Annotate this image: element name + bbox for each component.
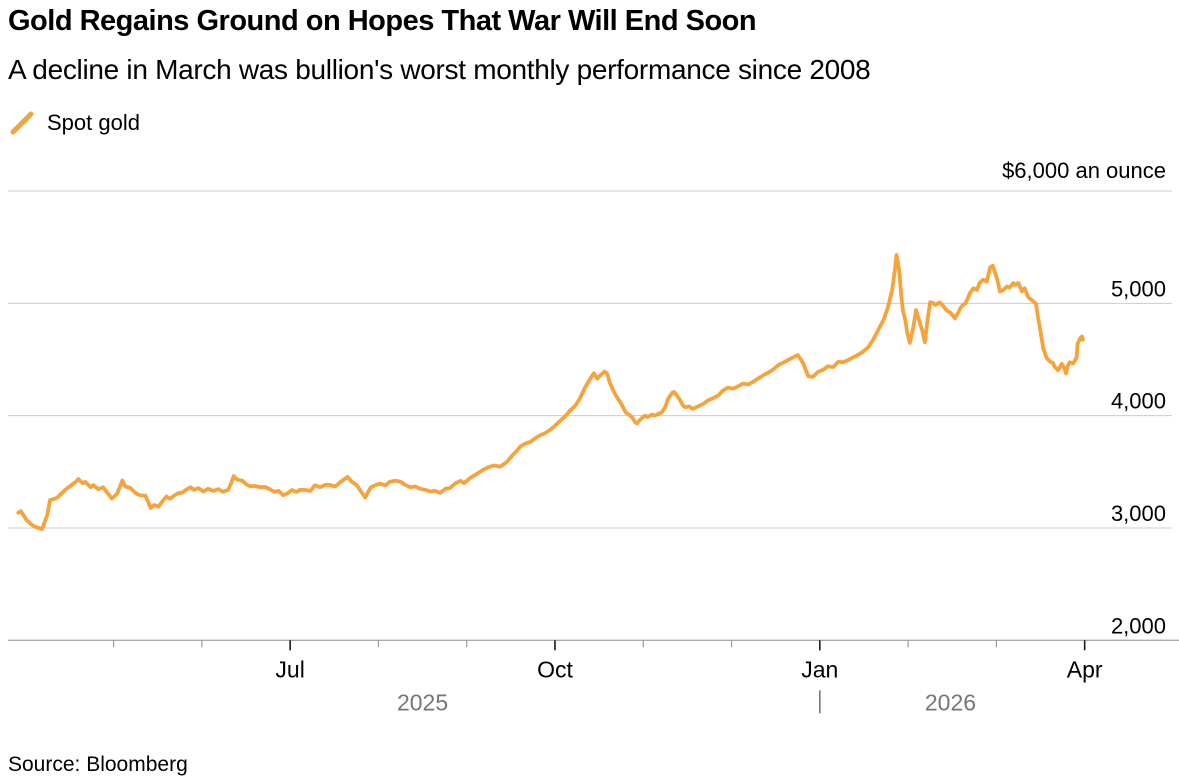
legend-label: Spot gold (47, 110, 140, 135)
y-axis-label-6000: $6,000 an ounce (1002, 158, 1166, 183)
page-title: Gold Regains Ground on Hopes That War Wi… (8, 5, 757, 37)
y-axis-label-5000: 5,000 (1111, 276, 1166, 301)
y-axis-label-2000: 2,000 (1111, 613, 1166, 638)
source-attribution: Source: Bloomberg (8, 753, 188, 776)
y-axis-label-3000: 3,000 (1111, 501, 1166, 526)
spot-gold-slash-icon (10, 111, 34, 135)
y-axis-label-4000: 4,000 (1111, 389, 1166, 414)
series-line-spot-gold (16, 253, 1085, 531)
year-label-2026: 2026 (925, 689, 976, 715)
x-axis-label-Jul: Jul (275, 656, 304, 682)
page-subtitle: A decline in March was bullion's worst m… (8, 54, 871, 85)
x-axis-label-Oct: Oct (537, 656, 573, 682)
x-axis-label-Jan: Jan (801, 656, 838, 682)
x-axis-label-Apr: Apr (1067, 656, 1103, 682)
legend: Spot gold (10, 110, 140, 136)
year-label-2025: 2025 (397, 689, 448, 715)
